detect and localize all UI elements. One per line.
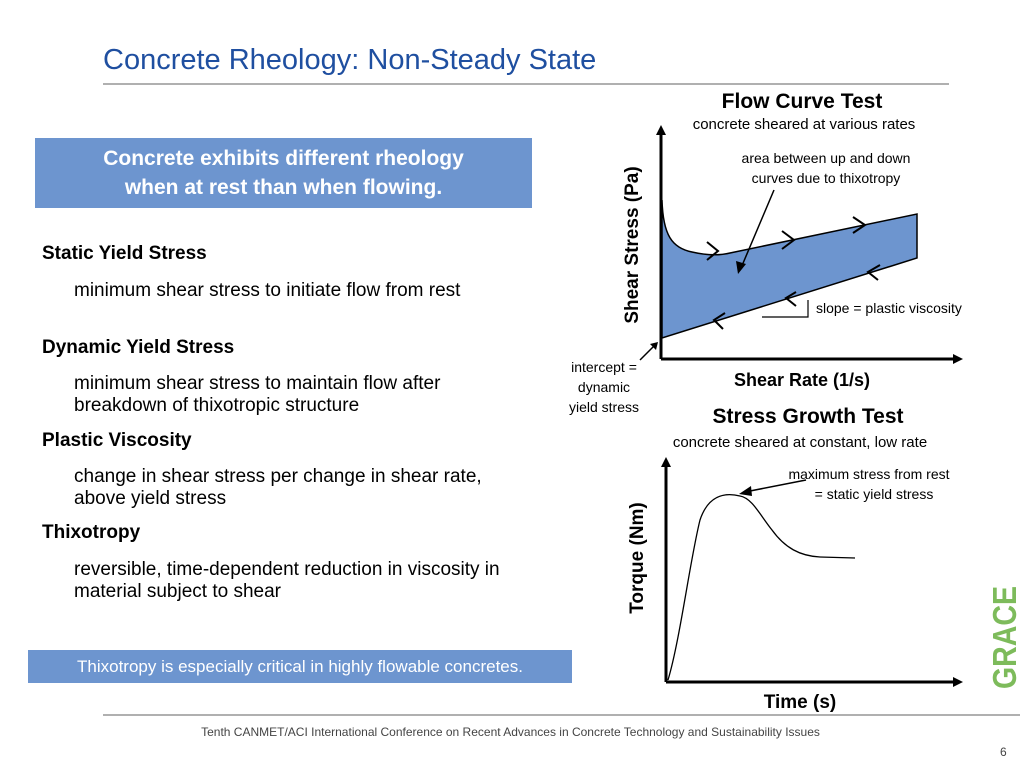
slope-bracket bbox=[762, 300, 809, 318]
area-annotation-line-1: area between up and down bbox=[742, 150, 911, 166]
torque-curve bbox=[667, 494, 856, 681]
torque-axis-label: Torque (Nm) bbox=[627, 502, 648, 614]
term-static-yield-stress: Static Yield Stress bbox=[42, 243, 207, 264]
term-plastic-viscosity: Plastic Viscosity bbox=[42, 430, 192, 451]
intercept-pointer-line bbox=[639, 345, 655, 361]
up-curve-arrows bbox=[706, 216, 867, 261]
highlight-box: Concrete exhibits different rheology whe… bbox=[35, 138, 532, 208]
stress-growth-heading: Stress Growth Test bbox=[713, 405, 904, 428]
intercept-annotation-line-1: intercept = bbox=[571, 359, 637, 375]
thixotropy-callout: Thixotropy is especially critical in hig… bbox=[28, 650, 572, 683]
intercept-annotation-line-2: dynamic bbox=[578, 379, 630, 395]
area-annotation-line-2: curves due to thixotropy bbox=[752, 170, 901, 186]
slide-title: Concrete Rheology: Non-Steady State bbox=[103, 44, 597, 76]
footer-text: Tenth CANMET/ACI International Conferenc… bbox=[201, 725, 820, 739]
max-stress-annotation-line-2: = static yield stress bbox=[815, 486, 934, 502]
definition-plastic-viscosity: change in shear stress per change in she… bbox=[74, 466, 482, 509]
area-pointer-line bbox=[740, 189, 775, 269]
flow-curve-subheading: concrete sheared at various rates bbox=[693, 116, 916, 133]
definition-static-yield-stress: minimum shear stress to initiate flow fr… bbox=[74, 280, 461, 301]
up-arrow-3 bbox=[852, 216, 867, 234]
definition-thixotropy: reversible, time-dependent reduction in … bbox=[74, 559, 500, 602]
down-arrow-3 bbox=[866, 264, 881, 281]
highlight-line-1: Concrete exhibits different rheology bbox=[103, 147, 464, 170]
stress-growth-subheading: concrete sheared at constant, low rate bbox=[673, 434, 927, 451]
page-number: 6 bbox=[1000, 745, 1007, 759]
term-dynamic-yield-stress: Dynamic Yield Stress bbox=[42, 337, 235, 358]
flow-y-axis-label: Shear Stress (Pa) bbox=[622, 166, 643, 323]
max-stress-annotation-line-1: maximum stress from rest bbox=[788, 466, 949, 482]
title-divider bbox=[103, 83, 949, 85]
flow-x-axis-label: Shear Rate (1/s) bbox=[734, 370, 870, 390]
footer-divider bbox=[103, 714, 1020, 716]
slope-annotation: slope = plastic viscosity bbox=[816, 300, 962, 316]
definition-dynamic-yield-stress: minimum shear stress to maintain flow af… bbox=[74, 373, 441, 416]
grace-logo: GRACE bbox=[988, 586, 1020, 689]
down-arrow-2 bbox=[712, 312, 726, 330]
flow-curve-heading: Flow Curve Test bbox=[722, 90, 883, 113]
area-pointer-head bbox=[736, 261, 746, 274]
time-axis-label: Time (s) bbox=[764, 692, 837, 713]
thixotropy-area bbox=[661, 199, 918, 340]
highlight-line-2: when at rest than when flowing. bbox=[124, 176, 443, 199]
intercept-annotation-line-3: yield stress bbox=[569, 399, 639, 415]
intercept-pointer-head bbox=[650, 342, 658, 350]
up-arrow-1 bbox=[706, 241, 720, 261]
down-curve-arrows bbox=[712, 264, 881, 330]
term-thixotropy: Thixotropy bbox=[42, 522, 141, 543]
max-stress-pointer-line bbox=[749, 479, 807, 492]
grace-logo-text: GRACE bbox=[988, 586, 1020, 689]
down-arrow-1 bbox=[784, 291, 797, 307]
up-arrow-2 bbox=[781, 230, 796, 250]
max-stress-pointer-head bbox=[739, 486, 752, 496]
